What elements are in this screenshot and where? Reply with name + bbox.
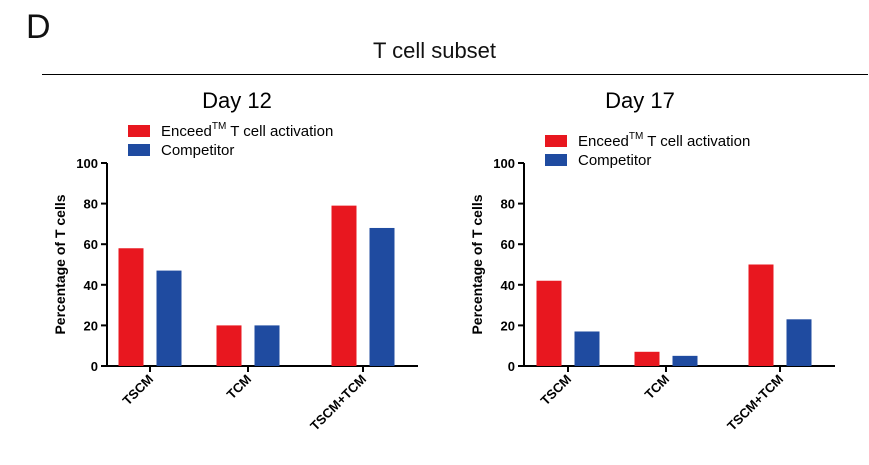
chart-title: Day 12 [202, 88, 272, 113]
y-tick-label: 40 [501, 278, 515, 293]
y-tick-label: 40 [84, 278, 98, 293]
y-tick-label: 20 [84, 318, 98, 333]
y-tick-label: 0 [91, 359, 98, 374]
bar-tscm-tcm-series-2 [786, 319, 812, 366]
bar-tcm-series-2 [254, 325, 280, 366]
y-tick-label: 60 [84, 237, 98, 252]
bar-tscm-series-2 [156, 270, 182, 366]
legend-swatch-1 [128, 125, 150, 137]
y-axis-label: Percentage of T cells [469, 194, 485, 334]
bar-tscm-tcm-series-2 [369, 227, 395, 366]
bar-tcm-series-2 [672, 355, 698, 366]
bar-tscm-tcm-series-1 [331, 205, 357, 366]
x-category-label: TSCM+TCM [724, 372, 786, 434]
panel-letter: D [26, 8, 51, 46]
bar-tcm-series-1 [634, 351, 660, 366]
y-axis-label: Percentage of T cells [52, 194, 68, 334]
title-rule [42, 74, 868, 75]
x-category-label: TCM [642, 372, 673, 403]
y-tick-label: 80 [84, 197, 98, 212]
legend-label-2: Competitor [578, 152, 651, 169]
y-tick-label: 60 [501, 237, 515, 252]
legend-label-1: EnceedTM T cell activation [161, 121, 333, 140]
bar-tscm-tcm-series-1 [748, 264, 774, 366]
y-tick-label: 100 [493, 156, 515, 171]
legend-label-2: Competitor [161, 142, 234, 159]
bar-tcm-series-1 [216, 325, 242, 366]
y-tick-label: 80 [501, 197, 515, 212]
bar-tscm-series-1 [536, 280, 562, 366]
legend-swatch-1 [545, 135, 567, 147]
chart-title: Day 17 [605, 88, 675, 113]
legend-swatch-2 [545, 154, 567, 166]
x-category-label: TSCM [537, 372, 574, 409]
bar-tscm-series-2 [574, 331, 600, 366]
y-tick-label: 0 [508, 359, 515, 374]
legend-label-1: EnceedTM T cell activation [578, 131, 750, 150]
bar-tscm-series-1 [118, 248, 144, 366]
legend-swatch-2 [128, 144, 150, 156]
y-tick-label: 100 [76, 156, 98, 171]
figure-title: T cell subset [372, 38, 497, 63]
y-tick-label: 20 [501, 318, 515, 333]
